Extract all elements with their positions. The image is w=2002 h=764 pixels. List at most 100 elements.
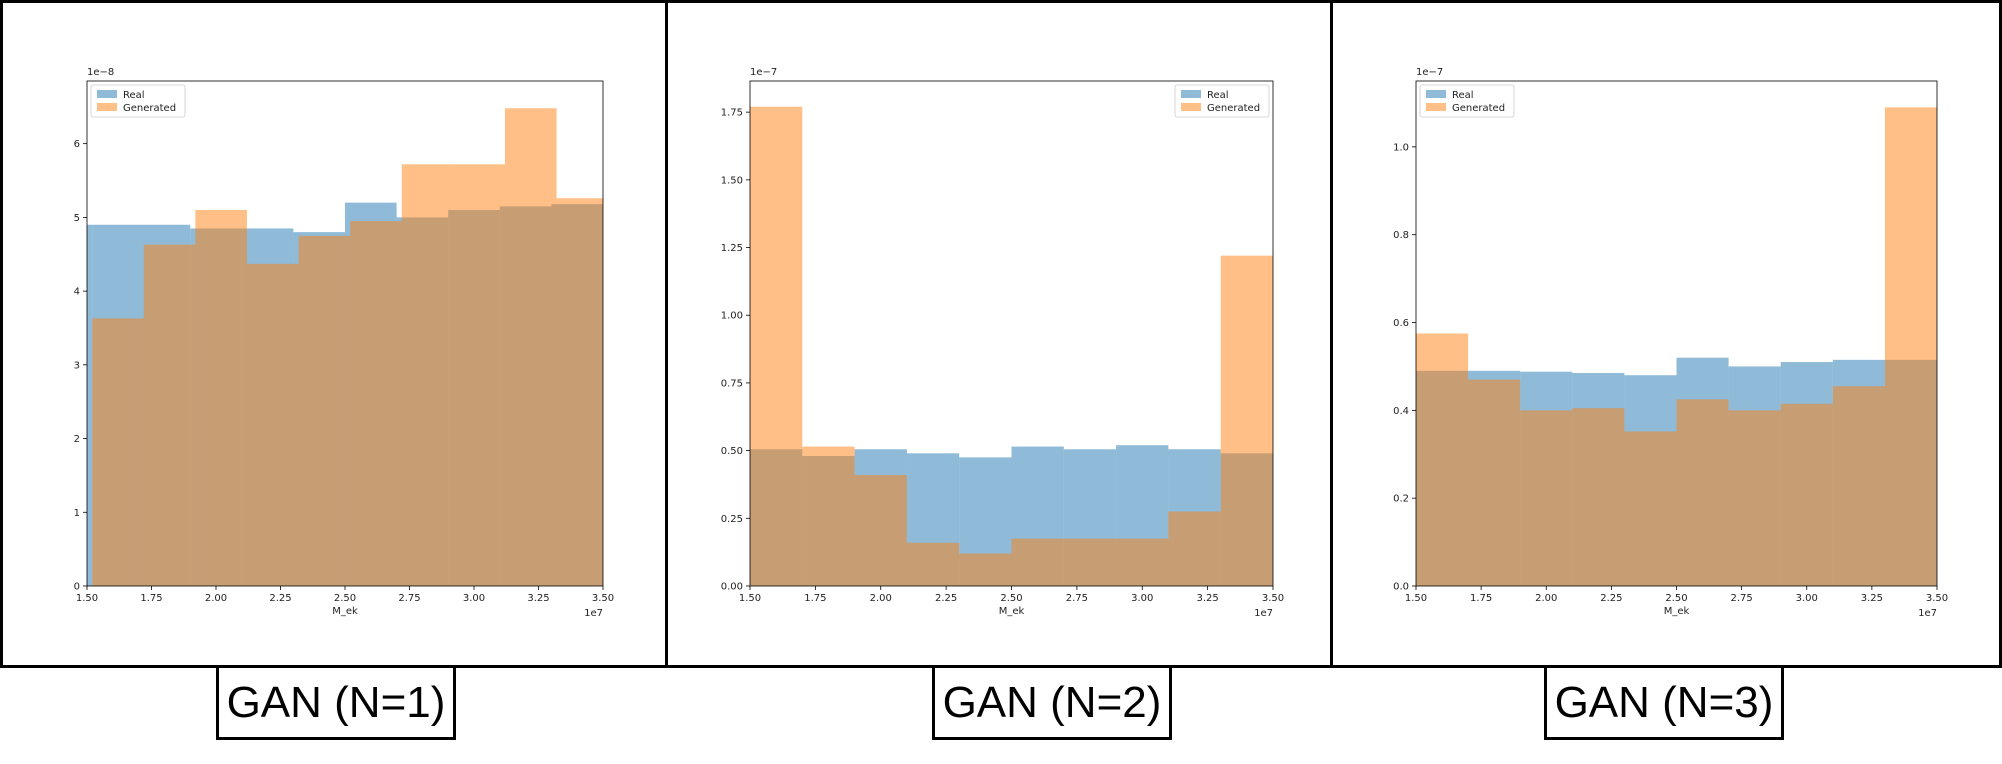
- bar-generated: [1116, 538, 1169, 586]
- x-tick-label: 3.00: [1131, 593, 1153, 604]
- y-tick-label: 1.0: [1393, 142, 1409, 153]
- bar-generated: [504, 108, 557, 586]
- x-tick-label: 1.75: [804, 593, 826, 604]
- bar-generated: [906, 542, 960, 586]
- y-tick-label: 1.75: [721, 108, 743, 119]
- y-tick-label: 0.25: [721, 514, 743, 525]
- bar-generated: [1780, 403, 1833, 586]
- chart-panel-2: 1.50 1.75 2.00 2.25 2.50 2.75 3.00 3.25 3.50 0.00…: [665, 0, 1333, 668]
- legend-label-real: Real: [123, 90, 145, 101]
- chart-panel-3: 1.50 1.75 2.00 2.25 2.50 2.75 3.00 3.25 3.50 0.0 0…: [1330, 0, 2002, 668]
- y-offset-label: 1e−8: [87, 67, 114, 78]
- bar-generated: [1832, 386, 1885, 586]
- y-tick-label: 4: [74, 287, 80, 298]
- legend-label-real: Real: [1207, 90, 1229, 101]
- bar-generated: [1728, 410, 1781, 586]
- bar-generated: [1624, 431, 1677, 586]
- histogram-n3: 1.50 1.75 2.00 2.25 2.50 2.75 3.00 3.25 3.50 0.0 0…: [1393, 67, 1948, 619]
- bar-generated: [1011, 538, 1064, 586]
- bar-generated: [1416, 333, 1469, 586]
- x-tick-label: 2.50: [334, 593, 356, 604]
- x-tick-label: 2.50: [1000, 593, 1022, 604]
- y-tick-label: 6: [74, 139, 80, 150]
- bar-generated: [92, 318, 144, 586]
- x-tick-label: 3.25: [527, 593, 549, 604]
- legend: Real Generated: [90, 84, 186, 118]
- x-tick-label: 2.25: [1600, 593, 1622, 604]
- bar-generated: [556, 198, 603, 586]
- y-tick-label: 0.75: [721, 378, 743, 389]
- histogram-n2: 1.50 1.75 2.00 2.25 2.50 2.75 3.00 3.25 3.50 0.00…: [721, 67, 1284, 619]
- legend-label-real: Real: [1452, 90, 1474, 101]
- x-tick-label: 3.00: [463, 593, 485, 604]
- series-generated: [750, 106, 1273, 586]
- legend: Real Generated: [1419, 84, 1515, 118]
- x-tick-label: 3.50: [1926, 593, 1948, 604]
- y-tick-label: 0.50: [721, 446, 743, 457]
- legend: Real Generated: [1174, 84, 1270, 118]
- legend-swatch-real: [1426, 90, 1446, 98]
- x-tick-label: 1.50: [76, 593, 98, 604]
- x-tick-label: 3.50: [592, 593, 614, 604]
- histogram-n1: 1.50 1.75 2.00 2.25 2.50 2.75 3.00 3.25 3.50 0 1 2 3…: [74, 67, 615, 619]
- caption-gan-n3: GAN (N=3): [1544, 665, 1784, 740]
- y-tick-label: 3: [74, 360, 80, 371]
- x-tick-label: 1.50: [739, 593, 761, 604]
- legend-swatch-real: [1181, 90, 1201, 98]
- y-tick-label: 0.8: [1393, 230, 1409, 241]
- bar-generated: [959, 553, 1012, 586]
- x-tick-label: 2.25: [269, 593, 291, 604]
- x-tick-label: 2.75: [1066, 593, 1088, 604]
- legend-label-generated: Generated: [1207, 103, 1260, 114]
- bar-generated: [1168, 511, 1221, 586]
- y-tick-label: 5: [74, 213, 80, 224]
- y-tick-label: 1.25: [721, 243, 743, 254]
- y-tick-label: 0.4: [1393, 406, 1409, 417]
- legend-swatch-generated: [1181, 103, 1201, 111]
- bar-generated: [1220, 255, 1273, 586]
- bar-generated: [1063, 538, 1117, 586]
- y-offset-label: 1e−7: [1416, 67, 1443, 78]
- x-tick-label: 2.75: [398, 593, 420, 604]
- bar-generated: [1520, 410, 1573, 586]
- x-offset-label: 1e7: [584, 608, 603, 619]
- legend-swatch-generated: [97, 103, 117, 111]
- x-offset-label: 1e7: [1918, 608, 1937, 619]
- y-tick-label: 1.50: [721, 175, 743, 186]
- y-offset-label: 1e−7: [750, 67, 777, 78]
- bar-generated: [298, 235, 351, 587]
- y-tick-label: 0.2: [1393, 494, 1409, 505]
- bar-generated: [195, 210, 247, 587]
- legend-label-generated: Generated: [1452, 103, 1505, 114]
- x-tick-label: 3.50: [1262, 593, 1284, 604]
- bar-generated: [1884, 107, 1937, 586]
- bar-real: [87, 224, 93, 586]
- x-offset-label: 1e7: [1254, 608, 1273, 619]
- x-tick-label: 2.25: [935, 593, 957, 604]
- x-axis-label: M_ek: [999, 606, 1025, 617]
- legend-swatch-real: [97, 90, 117, 98]
- y-tick-label: 0.6: [1393, 318, 1409, 329]
- y-tick-label: 1.00: [721, 311, 743, 322]
- caption-gan-n2: GAN (N=2): [932, 665, 1172, 740]
- legend-swatch-generated: [1426, 103, 1446, 111]
- bar-generated: [143, 244, 196, 586]
- y-tick-label: 1: [74, 508, 80, 519]
- bar-generated: [350, 221, 402, 586]
- y-tick-label: 0.0: [1393, 582, 1409, 593]
- x-axis-label: M_ek: [332, 606, 358, 617]
- bar-generated: [1468, 379, 1521, 586]
- x-tick-label: 2.50: [1665, 593, 1687, 604]
- x-tick-label: 3.25: [1196, 593, 1218, 604]
- y-tick-label: 0.00: [721, 582, 743, 593]
- bar-generated: [1572, 408, 1625, 586]
- bar-generated: [401, 164, 454, 586]
- legend-label-generated: Generated: [123, 103, 176, 114]
- x-tick-label: 1.75: [1470, 593, 1492, 604]
- x-tick-label: 2.75: [1730, 593, 1752, 604]
- x-axis-label: M_ek: [1664, 606, 1690, 617]
- x-tick-label: 1.50: [1405, 593, 1427, 604]
- bar-generated: [1676, 399, 1729, 586]
- series-generated: [1416, 107, 1937, 586]
- y-tick-label: 0: [74, 582, 80, 593]
